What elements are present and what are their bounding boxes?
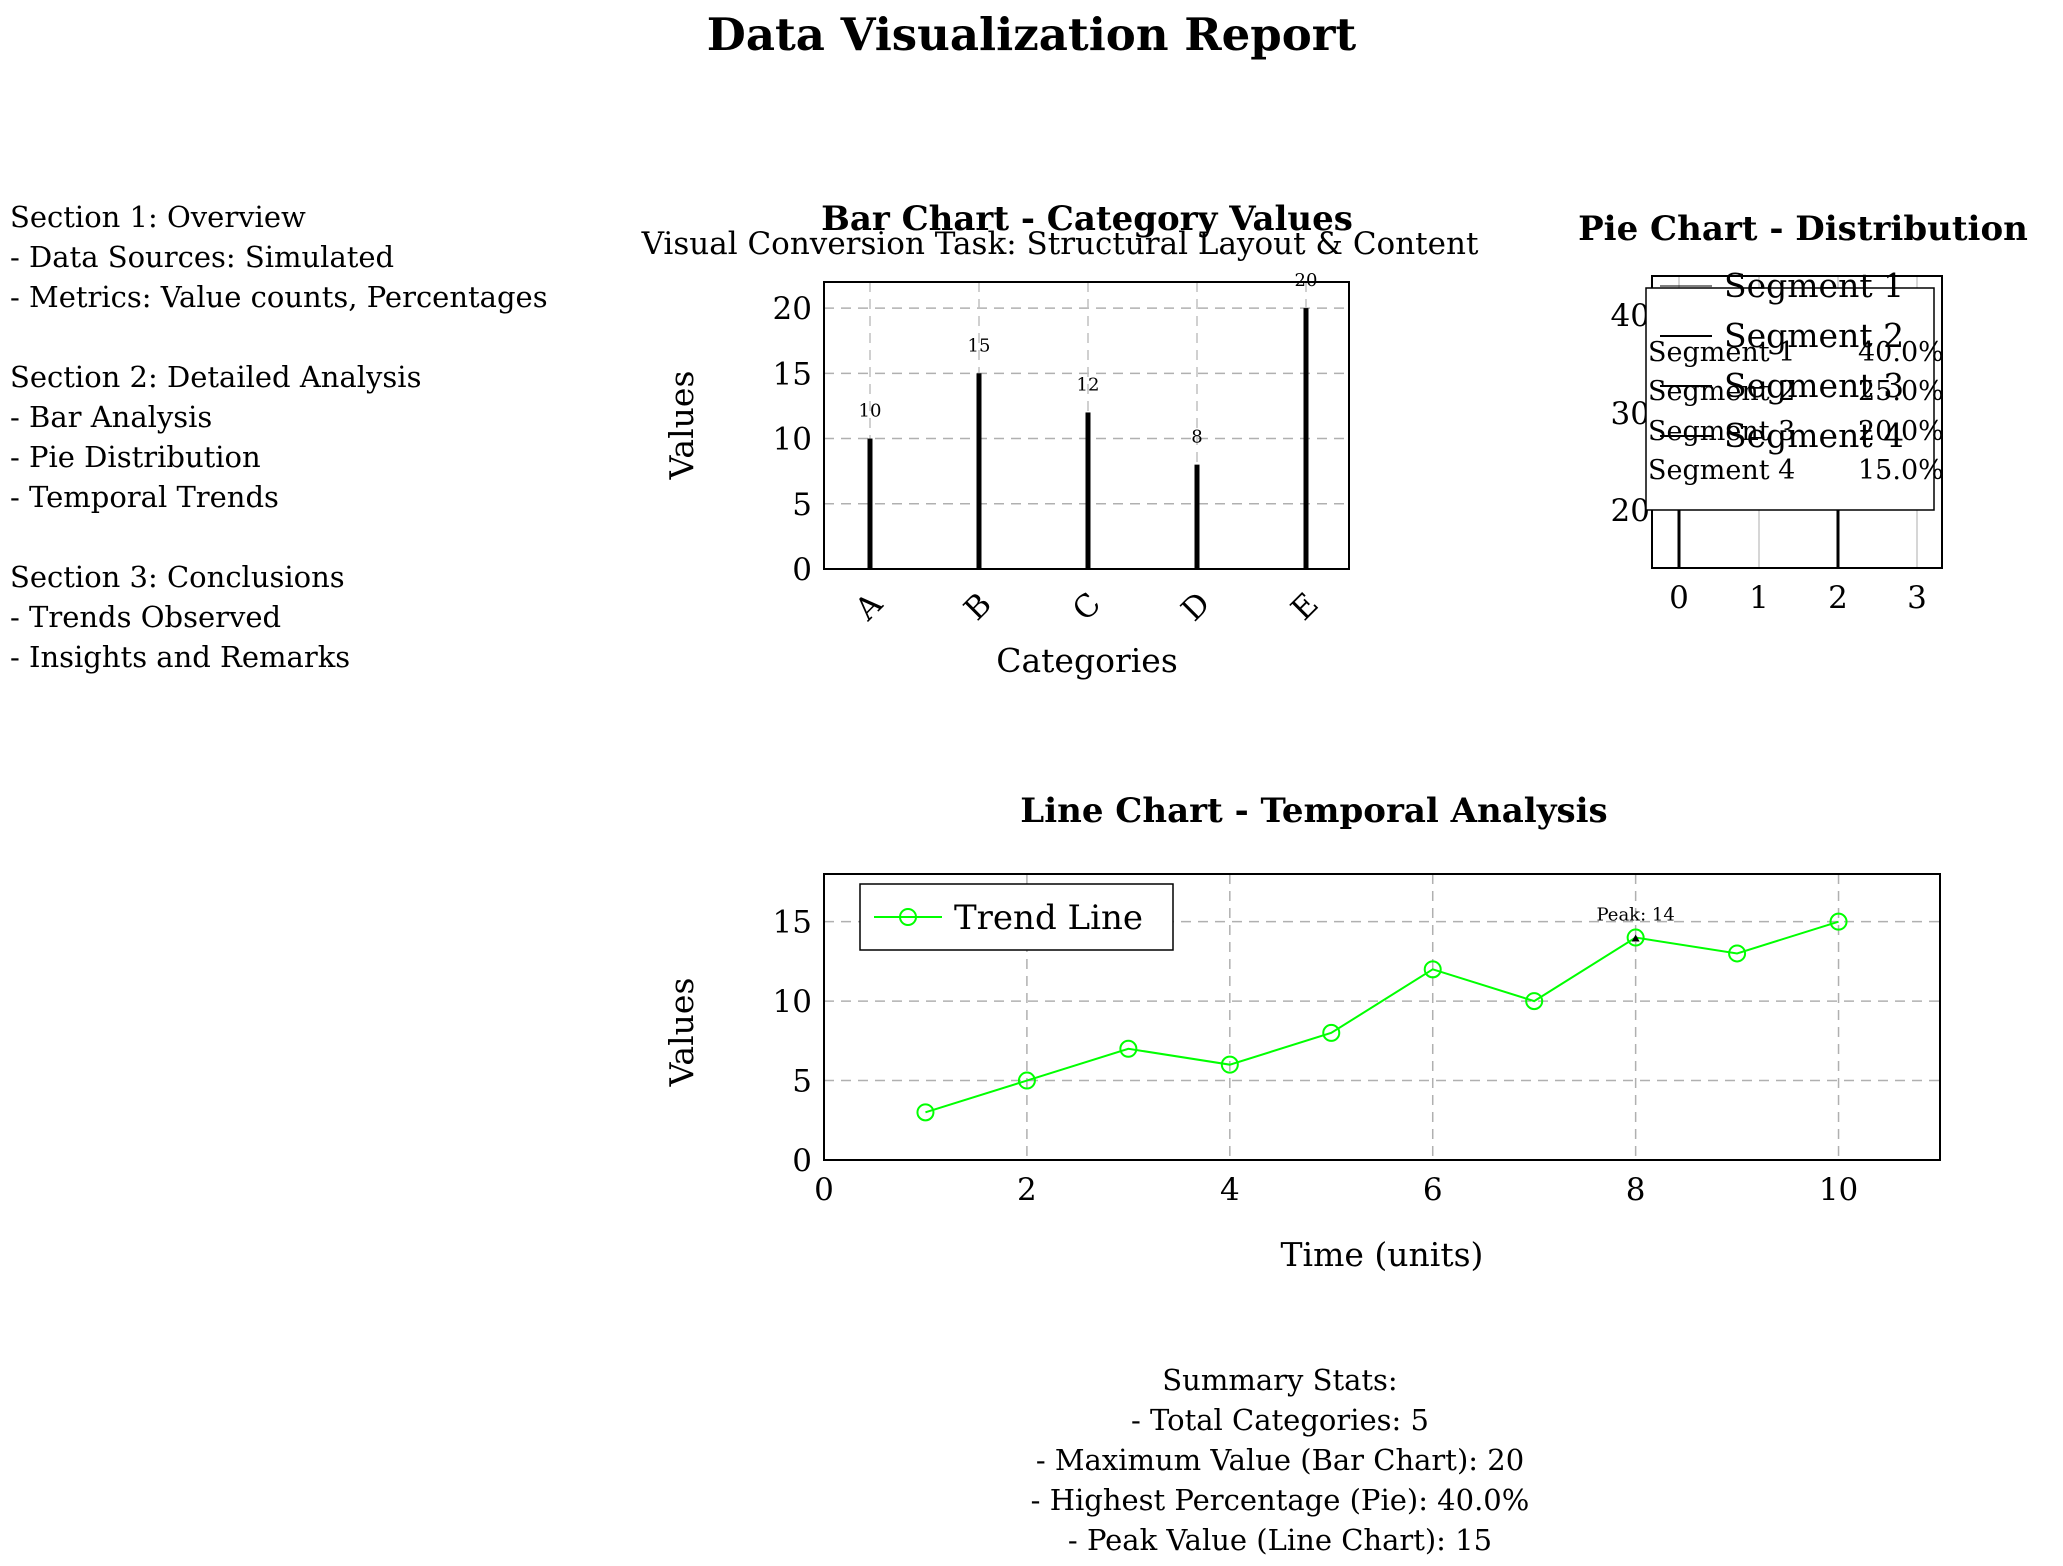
line-legend-label: Trend Line [954, 898, 1143, 938]
trend-line-point [1626, 928, 1645, 947]
pie-legend-label: Segment 3 [1724, 366, 1904, 405]
line-plot-frame [823, 873, 1941, 1161]
trend-line-point [1728, 944, 1747, 963]
bar-plot-frame [823, 281, 1350, 570]
pie-chart-title: Pie Chart - Distribution [1578, 209, 2028, 249]
summary-line: - Peak Value (Line Chart): 15 [1067, 1523, 1493, 1557]
line-x-tick-label: 8 [1626, 1172, 1646, 1208]
report-title: Data Visualization Report [706, 8, 1357, 61]
notes-line: - Metrics: Value counts, Percentages [10, 280, 548, 314]
notes-line: - Temporal Trends [10, 480, 279, 514]
notes-line: - Data Sources: Simulated [10, 240, 395, 274]
pie-chart: Pie Chart - Distribution 40 30 20 0 1 2 3 Seg… [1578, 209, 2028, 616]
bar-d [1194, 464, 1200, 569]
trend-line-point [1017, 1071, 1036, 1090]
notes-line: - Bar Analysis [10, 400, 213, 434]
bar-chart-title: Bar Chart - Category Values [821, 199, 1353, 239]
trend-line-point [1829, 912, 1848, 931]
line-legend-marker [899, 908, 917, 926]
summary-line: Summary Stats: [1162, 1363, 1398, 1397]
line-x-tick-label: 2 [1017, 1172, 1037, 1208]
bar-x-tick-label: A [848, 586, 890, 628]
line-y-tick-label: 15 [773, 905, 812, 941]
pie-x-tick-label: 2 [1828, 580, 1848, 616]
line-y-tick-label: 0 [792, 1143, 812, 1179]
bar-data-label: 8 [1191, 427, 1202, 448]
summary-line: - Highest Percentage (Pie): 40.0% [1030, 1483, 1530, 1517]
pie-table-label: Segment 4 [1648, 455, 1795, 486]
bar-a [867, 438, 873, 569]
bar-data-label: 15 [968, 335, 991, 356]
section-notes: Section 1: Overview - Data Sources: Simu… [10, 197, 548, 677]
notes-line: - Insights and Remarks [10, 640, 351, 674]
line-x-tick-label: 0 [814, 1172, 834, 1208]
bar-b [976, 373, 982, 569]
bar-y-tick-label: 5 [792, 487, 812, 523]
pie-legend-label: Segment 1 [1724, 266, 1904, 305]
bar-x-tick-label: E [1284, 586, 1325, 627]
bar-c [1085, 412, 1091, 569]
bar-x-tick-label: D [1174, 585, 1217, 628]
summary-stats: Summary Stats: - Total Categories: 5 - M… [780, 1360, 1780, 1560]
report-subtitle: Visual Conversion Task: Structural Layou… [641, 226, 1479, 262]
summary-line: - Maximum Value (Bar Chart): 20 [1035, 1443, 1525, 1477]
line-chart-title: Line Chart - Temporal Analysis [1020, 791, 1607, 831]
pie-table-label: Segment 1 [1648, 337, 1795, 368]
notes-line: Section 2: Detailed Analysis [10, 360, 422, 394]
line-y-tick-label: 10 [773, 984, 812, 1020]
bar-y-tick-label: 10 [773, 422, 812, 458]
pie-table-label: Segment 3 [1648, 416, 1795, 447]
line-x-axis-label: Time (units) [1281, 1235, 1484, 1274]
bar-data-label: 10 [859, 401, 882, 422]
line-y-tick-label: 5 [792, 1064, 812, 1100]
trend-line-point [1322, 1023, 1341, 1042]
pie-x-tick-label: 3 [1907, 580, 1927, 616]
bar-y-axis-label: Values [662, 371, 701, 481]
pie-y-tick-label: 30 [1611, 396, 1650, 432]
trend-line-point [1423, 960, 1442, 979]
pie-x-tick-label: 1 [1749, 580, 1769, 616]
peak-annotation-arrow [1631, 934, 1640, 942]
pie-x-tick-label: 0 [1669, 580, 1689, 616]
line-x-tick-label: 4 [1220, 1172, 1240, 1208]
bar-data-label: 20 [1295, 270, 1318, 291]
notes-line: Section 3: Conclusions [10, 560, 345, 594]
pie-legend-box [1645, 287, 1935, 511]
pie-y-tick-label: 40 [1611, 298, 1650, 334]
trend-line-path [925, 920, 1839, 1114]
bar-x-tick-label: B [957, 586, 999, 628]
pie-table-percent: 20.0% [1858, 416, 1944, 447]
trend-line-point [1525, 992, 1544, 1011]
pie-legend-label: Segment 4 [1724, 416, 1904, 455]
notes-line: - Pie Distribution [10, 440, 261, 474]
notes-line: - Trends Observed [10, 600, 282, 634]
bar-y-tick-label: 0 [792, 552, 812, 588]
bar-data-label: 12 [1077, 374, 1100, 395]
bar-y-tick-label: 20 [773, 291, 812, 327]
line-x-tick-label: 10 [1819, 1172, 1858, 1208]
peak-annotation: Peak: 14 [1596, 905, 1674, 926]
trend-line-point [1119, 1039, 1138, 1058]
bar-e [1303, 308, 1309, 569]
pie-table-label: Segment 2 [1648, 376, 1795, 407]
pie-y-tick-label: 20 [1611, 493, 1650, 529]
pie-table-percent: 15.0% [1858, 455, 1944, 486]
bar-x-axis-label: Categories [996, 641, 1178, 680]
bar-chart: Bar Chart - Category Values 10 15 12 8 20 0 5… [662, 199, 1353, 680]
pie-legend-label: Segment 2 [1724, 316, 1904, 355]
bar-y-tick-label: 15 [773, 356, 812, 392]
bar-x-tick-label: C [1066, 586, 1108, 628]
pie-table-percent: 40.0% [1858, 337, 1944, 368]
summary-line: - Total Categories: 5 [1131, 1403, 1429, 1437]
trend-line-point [1220, 1055, 1239, 1074]
pie-table-percent: 25.0% [1858, 376, 1944, 407]
line-x-tick-label: 6 [1423, 1172, 1443, 1208]
line-y-axis-label: Values [662, 978, 701, 1088]
line-chart: Line Chart - Temporal Analysis 0 5 10 15 0 2… [662, 791, 1941, 1274]
notes-line: Section 1: Overview [10, 200, 306, 234]
trend-line-point [916, 1103, 935, 1122]
